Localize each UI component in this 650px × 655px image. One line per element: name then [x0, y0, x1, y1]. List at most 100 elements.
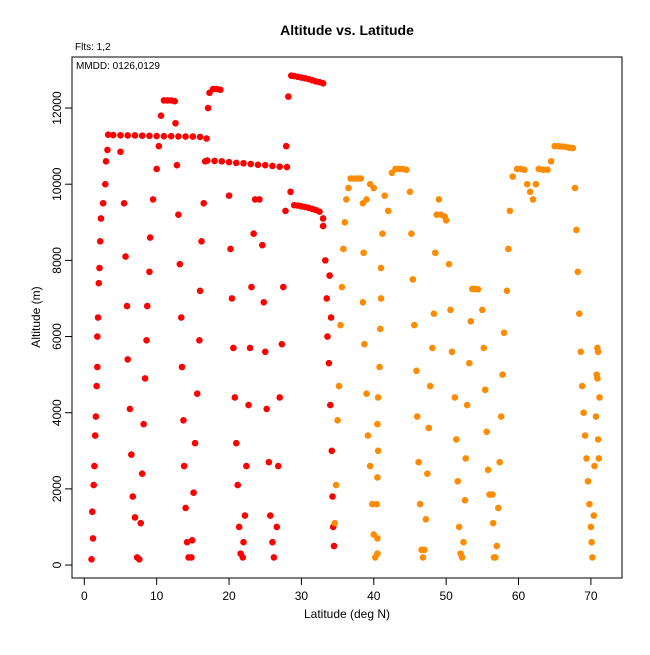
- point: [282, 142, 290, 150]
- point: [377, 295, 385, 302]
- point: [321, 257, 329, 264]
- point: [143, 337, 150, 344]
- point: [330, 542, 338, 550]
- point: [451, 394, 459, 401]
- point: [247, 160, 255, 168]
- point: [204, 157, 211, 164]
- y-tick-label: 6000: [50, 323, 64, 350]
- x-tick-label: 30: [295, 589, 309, 603]
- point: [573, 226, 580, 234]
- point: [373, 500, 380, 508]
- x-tick-label: 40: [367, 589, 381, 603]
- point: [526, 188, 534, 196]
- point: [228, 295, 236, 302]
- point: [265, 458, 273, 466]
- point: [102, 158, 110, 165]
- point: [319, 215, 327, 222]
- point: [149, 196, 157, 203]
- point: [178, 363, 186, 371]
- point: [493, 542, 501, 550]
- point: [460, 538, 467, 546]
- point: [574, 268, 582, 276]
- point: [316, 208, 323, 215]
- point: [484, 466, 492, 474]
- point: [345, 184, 352, 192]
- point: [374, 394, 382, 401]
- point: [131, 514, 139, 521]
- point: [462, 455, 469, 462]
- point: [454, 477, 462, 485]
- point: [211, 157, 218, 165]
- point: [364, 432, 372, 439]
- point: [340, 245, 347, 253]
- point: [509, 173, 517, 180]
- point: [425, 424, 433, 432]
- point: [500, 329, 508, 337]
- point: [234, 481, 242, 489]
- point: [325, 359, 333, 367]
- point: [198, 238, 205, 245]
- y-tick-label: 10000: [50, 167, 64, 201]
- y-axis-label: Altitude (m): [29, 286, 43, 347]
- point: [376, 325, 384, 333]
- point: [415, 458, 422, 466]
- chart-title: Altitude vs. Latitude: [280, 22, 414, 38]
- point: [503, 287, 511, 295]
- point: [90, 481, 98, 489]
- point: [489, 519, 497, 527]
- point: [587, 523, 595, 531]
- point: [146, 132, 153, 140]
- point: [245, 401, 252, 409]
- point: [481, 386, 489, 394]
- point: [120, 199, 128, 207]
- point: [506, 207, 514, 215]
- point: [256, 196, 263, 203]
- point: [95, 279, 103, 287]
- point: [177, 314, 185, 321]
- point: [232, 439, 240, 447]
- point: [497, 413, 505, 420]
- point: [104, 146, 111, 154]
- point: [571, 184, 579, 192]
- point: [366, 180, 374, 188]
- point: [523, 180, 531, 188]
- point: [274, 462, 282, 470]
- point: [260, 298, 268, 306]
- point: [217, 86, 224, 94]
- point: [416, 500, 424, 508]
- point: [363, 390, 370, 397]
- point: [483, 428, 490, 436]
- point: [586, 500, 593, 508]
- point: [583, 455, 590, 462]
- point: [96, 238, 104, 245]
- point: [461, 497, 469, 504]
- point: [270, 554, 278, 561]
- point: [230, 344, 237, 352]
- point: [411, 321, 418, 329]
- point: [240, 159, 247, 167]
- point: [319, 222, 327, 230]
- point: [463, 401, 471, 409]
- point: [327, 401, 334, 409]
- point: [430, 310, 438, 317]
- point: [218, 158, 226, 165]
- point: [189, 133, 197, 140]
- point: [403, 166, 410, 174]
- point: [94, 314, 102, 321]
- point: [88, 508, 96, 516]
- point: [273, 523, 281, 531]
- point: [474, 286, 482, 293]
- point: [282, 207, 289, 215]
- point: [153, 132, 160, 140]
- point: [261, 161, 269, 169]
- point: [246, 344, 254, 352]
- point: [173, 161, 181, 169]
- point: [580, 409, 587, 417]
- x-axis-label: Latitude (deg N): [304, 607, 390, 621]
- point: [190, 489, 197, 496]
- point: [146, 268, 153, 276]
- point: [422, 516, 430, 523]
- point: [581, 432, 589, 439]
- point: [429, 344, 436, 352]
